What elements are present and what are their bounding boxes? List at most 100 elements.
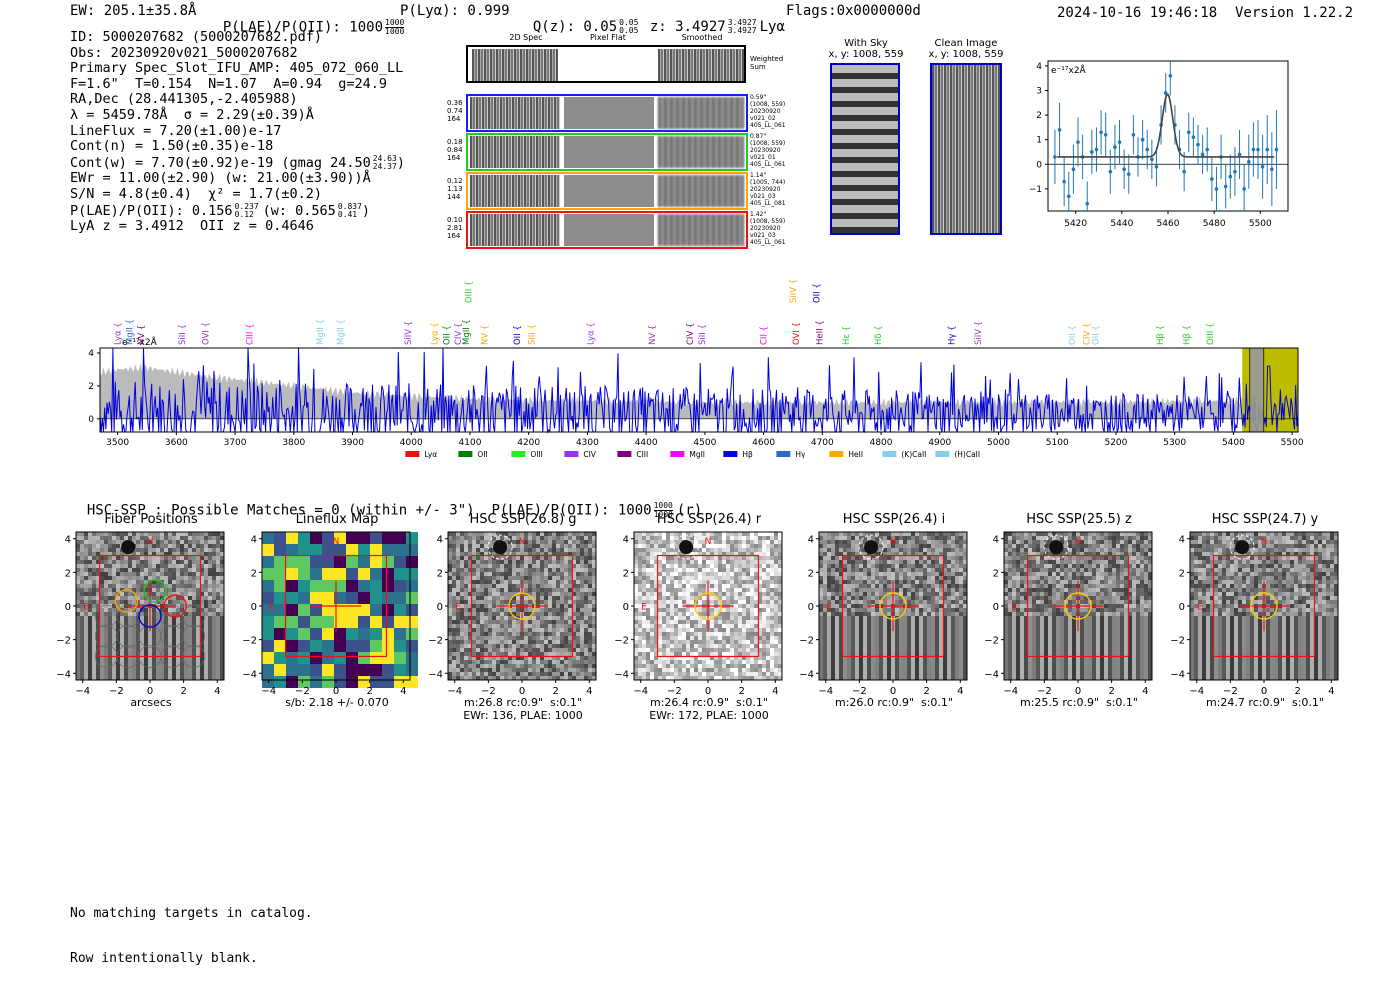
hsc-pixel [500,652,504,656]
hsc-pixel [112,584,116,588]
hsc-pixel [156,584,160,588]
hsc-pixel [706,632,710,636]
hsc-pixel [132,628,136,632]
hsc-pixel [827,612,831,616]
hsc-pixel [496,672,500,676]
hsc-pixel [496,640,500,644]
lineflux-pixel [274,664,286,676]
hsc-pixel [770,572,774,576]
hsc-pixel [120,620,124,624]
hsc-pixel [168,572,172,576]
lineflux-pixel [394,580,406,592]
info-ewr: EWr = 11.00(±2.90) (w: 21.00(±3.90))Å [70,171,405,187]
hsc-pixel [827,580,831,584]
hsc-pixel [634,668,638,672]
hsc-pixel [819,560,823,564]
hsc-pixel [512,652,516,656]
hsc-pixel [694,652,698,656]
zoom-plot-frame [1048,61,1288,211]
hsc-pixel [650,576,654,580]
hsc-pixel [588,604,592,608]
hsc-ytick-label: −4 [428,669,443,680]
legend-label: CIV [583,450,596,459]
hsc-pixel [528,620,532,624]
marker-box [1250,348,1264,432]
hsc-pixel [766,668,770,672]
hsc-pixel [120,672,124,676]
hsc-pixel [464,632,468,636]
hsc-pixel [472,628,476,632]
hsc-pixel [738,648,742,652]
hsc-pixel [706,556,710,560]
hsc-pixel [819,632,823,636]
hsc-pixel [726,572,730,576]
hsc-pixel [702,532,706,536]
hsc-pixel [580,656,584,660]
hsc-pixel [112,564,116,568]
hsc-pixel [734,672,738,676]
hsc-pixel [484,608,488,612]
hsc-pixel [638,672,642,676]
hsc-pixel [588,580,592,584]
hsc-pixel [212,620,216,624]
hsc-pixel [216,616,220,620]
hsc-pixel [690,660,694,664]
hsc-pixel [104,540,108,544]
hsc-pixel [184,572,188,576]
hsc-pixel [172,544,176,548]
hsc-pixel [80,596,84,600]
hsc-pixel [592,640,596,644]
hsc-pixel [508,588,512,592]
hsc-pixel [152,632,156,636]
hsc-pixel [835,632,839,636]
hsc-pixel [710,628,714,632]
hsc-pixel [508,576,512,580]
hsc-pixel [766,588,770,592]
hsc-pixel [714,540,718,544]
lineflux-pixel [406,628,418,640]
hsc-pixel [76,644,80,648]
hsc-pixel [544,564,548,568]
hsc-pixel [738,612,742,616]
hsc-pixel [548,560,552,564]
hsc-pixel [674,588,678,592]
line-marker-label: OII { [812,283,822,303]
hsc-pixel [484,564,488,568]
zoom-point [1053,155,1057,159]
hsc-pixel [730,668,734,672]
hsc-pixel [710,576,714,580]
hsc-pixel [84,564,88,568]
hsc-pixel [674,664,678,668]
hsc-pixel [662,544,666,548]
hsc-pixel [164,640,168,644]
hsc-pixel [508,640,512,644]
hsc-pixel [588,668,592,672]
hsc-ytick-label: 2 [251,568,257,579]
hsc-pixel [702,648,706,652]
hsc-pixel [843,568,847,572]
hsc-pixel [476,592,480,596]
hsc-pixel [168,640,172,644]
hsc-pixel [584,564,588,568]
hsc-pixel [710,564,714,568]
hsc-pixel [104,544,108,548]
hsc-pixel [172,660,176,664]
hsc-pixel [746,604,750,608]
hsc-pixel [576,640,580,644]
hsc-pixel [770,580,774,584]
hsc-pixel [208,540,212,544]
hsc-pixel [532,576,536,580]
hsc-pixel [196,640,200,644]
hsc-pixel [658,540,662,544]
hsc-pixel [754,560,758,564]
hsc-pixel [92,564,96,568]
hsc-pixel [762,616,766,620]
hsc-pixel [456,640,460,644]
hsc-pixel [576,672,580,676]
hsc-pixel [536,608,540,612]
hsc-pixel [835,620,839,624]
hsc-pixel [540,572,544,576]
hsc-pixel [120,580,124,584]
hsc-pixel [698,664,702,668]
